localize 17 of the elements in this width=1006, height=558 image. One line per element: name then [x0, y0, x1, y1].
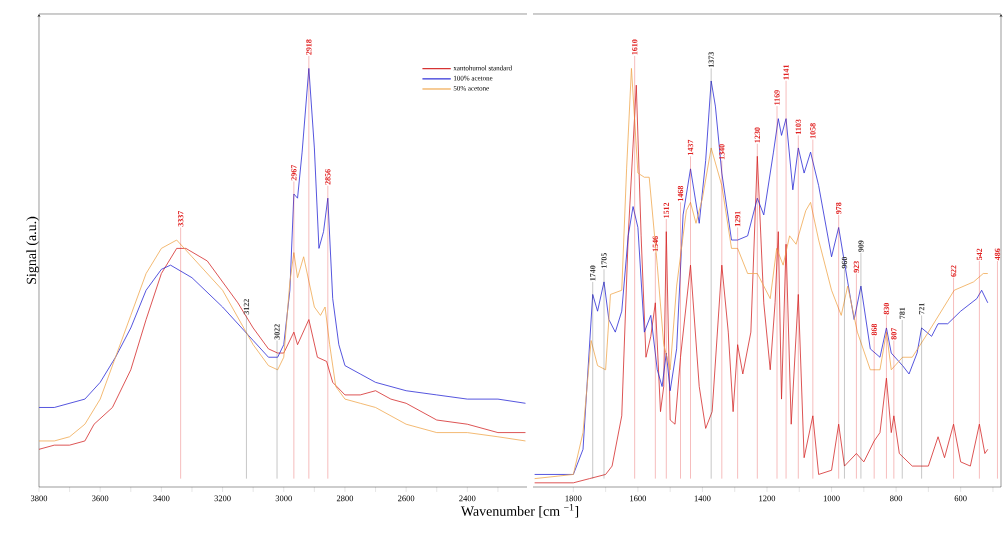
x-tick-label: 3400	[153, 495, 170, 502]
x-tick-label: 1800	[565, 495, 582, 502]
x-tick-label: 3200	[214, 495, 231, 502]
x-tick-label: 2400	[459, 495, 476, 502]
x-tick-label: 2800	[336, 495, 354, 502]
x-tick-label: 1200	[759, 495, 776, 502]
x-tick-label: 3000	[275, 495, 292, 502]
x-tick-label: 1400	[694, 495, 711, 502]
x-tick-label: 1000	[823, 495, 840, 502]
x-tick-label: 3600	[92, 495, 109, 502]
x-tick-label: 800	[890, 495, 903, 502]
x-tick-label: 600	[954, 495, 967, 502]
x-tick-label: 1600	[630, 495, 647, 502]
y-axis-title: Signal (a.u.)	[26, 216, 39, 284]
x-tick-label: 3800	[30, 495, 48, 502]
x-tick-label: 2600	[398, 495, 415, 502]
x-axis-title: Wavenumber [cm $^{−1}$]	[460, 504, 579, 518]
